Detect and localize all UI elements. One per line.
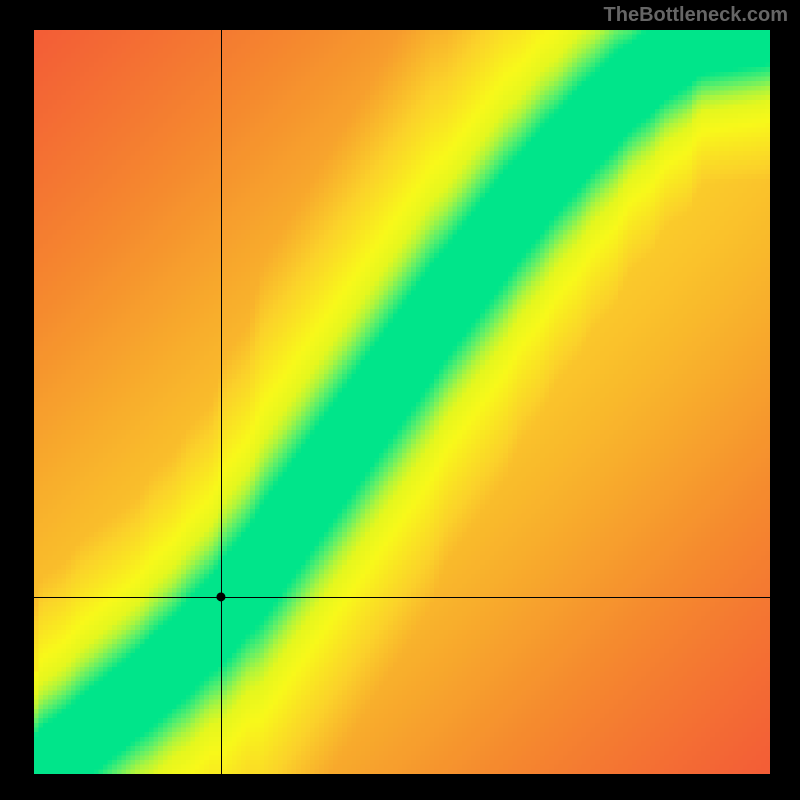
crosshair-overlay — [34, 30, 770, 774]
heatmap-plot-area — [34, 30, 770, 774]
watermark-label: TheBottleneck.com — [604, 4, 788, 27]
figure-container: TheBottleneck.com — [0, 0, 800, 800]
